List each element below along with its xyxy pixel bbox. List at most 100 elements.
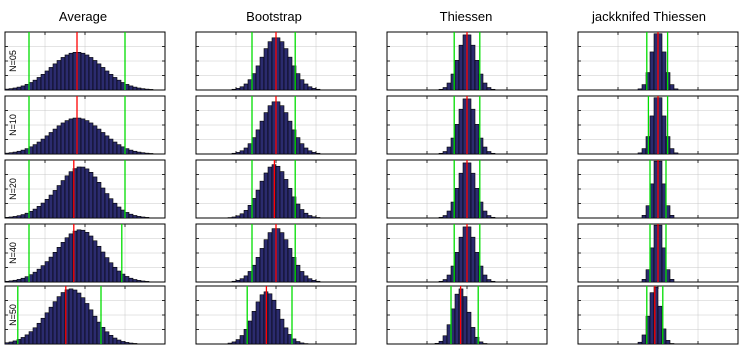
histogram-bar: [128, 149, 134, 155]
row-label: N=40: [8, 242, 18, 264]
histogram-bar: [661, 328, 667, 345]
histogram-bar: [68, 233, 74, 283]
histogram-bar: [76, 292, 82, 345]
histogram-bar: [76, 229, 82, 283]
histogram-bar: [486, 87, 492, 91]
histogram-bar: [112, 337, 118, 345]
histogram-bar: [299, 271, 305, 283]
histogram-bar: [303, 212, 309, 219]
histogram-bar: [669, 343, 675, 345]
histogram-bar: [462, 296, 468, 345]
histogram-bar: [486, 279, 492, 283]
histogram-bar: [307, 215, 313, 219]
histogram-bar: [96, 63, 102, 91]
column-title-average: Average: [59, 9, 107, 24]
histogram-bar: [446, 82, 452, 91]
histogram-bar: [80, 166, 86, 219]
histogram-bar: [144, 152, 150, 155]
histogram-bar: [116, 270, 122, 283]
panels: N=05 N=10 N=20 N=40 N=50: [4, 31, 739, 345]
panel-average-1: N=05: [4, 31, 166, 91]
histogram-bar: [295, 73, 301, 91]
histogram-bar: [140, 152, 146, 155]
histogram-bar: [12, 279, 18, 283]
histogram-bar: [44, 70, 50, 91]
histogram-bar: [124, 276, 130, 283]
histogram-bar: [8, 280, 14, 283]
histogram-bar: [60, 292, 66, 345]
histogram-bar: [263, 172, 269, 219]
panel-jackknifed-thiessen-3: [577, 159, 739, 219]
histogram-bar: [669, 84, 675, 91]
histogram-bar: [112, 266, 118, 283]
histogram-bar: [52, 301, 58, 345]
histogram-bar: [20, 85, 26, 91]
panel-thiessen-3: [386, 159, 548, 219]
histogram-bar: [128, 213, 134, 219]
histogram-bar: [287, 188, 293, 219]
panel-bootstrap-5: [195, 285, 357, 345]
histogram-bar: [48, 306, 54, 345]
histogram-bar: [96, 128, 102, 155]
histogram-bar: [243, 210, 249, 219]
histogram-bar: [136, 216, 142, 219]
histogram-bar: [144, 217, 150, 219]
histogram-bar: [259, 56, 265, 91]
histogram-bar: [12, 340, 18, 345]
histogram-bar: [56, 296, 62, 345]
histogram-bar: [60, 57, 66, 91]
histogram-bar: [279, 105, 285, 155]
histogram-bar: [60, 242, 66, 283]
histogram-bar: [299, 209, 305, 219]
histogram-bar: [88, 57, 94, 91]
histogram-bar: [104, 70, 110, 91]
histogram-bar: [104, 135, 110, 155]
histogram-bar: [649, 51, 655, 91]
row-label: N=20: [8, 178, 18, 200]
histogram-bar: [96, 245, 102, 283]
histogram-bar: [231, 280, 237, 283]
histogram-bar: [438, 340, 444, 345]
histogram-bar: [76, 166, 82, 219]
histogram-bar: [470, 236, 476, 283]
histogram-bar: [641, 334, 647, 345]
histogram-bar: [311, 88, 317, 91]
histogram-bar: [64, 54, 70, 91]
histogram-bar: [231, 152, 237, 155]
histogram-bar: [56, 247, 62, 283]
histogram-bar: [116, 144, 122, 155]
histogram-bar: [100, 67, 106, 91]
histogram-bar: [470, 172, 476, 219]
histogram-bar: [279, 41, 285, 91]
histogram-bar: [438, 280, 444, 283]
histogram-bar: [454, 188, 460, 219]
histogram-bar: [311, 152, 317, 155]
histogram-bar: [275, 309, 281, 345]
histogram-bar: [64, 175, 70, 219]
histogram-bar: [108, 262, 114, 283]
histogram-bar: [140, 216, 146, 219]
panel-thiessen-5: [386, 285, 548, 345]
histogram-bar: [128, 277, 134, 283]
histogram-bar: [454, 293, 460, 345]
panel-bootstrap-3: [195, 159, 357, 219]
histogram-bar: [84, 232, 90, 283]
histogram-bar: [64, 237, 70, 283]
histogram-bar: [303, 147, 309, 155]
panel-jackknifed-thiessen-1: [577, 31, 739, 91]
panel-bootstrap-4: [195, 223, 357, 283]
column-titles: Average Bootstrap Thiessen jackknifed Th…: [59, 9, 706, 24]
histogram-bar: [454, 252, 460, 283]
histogram-bar: [482, 274, 488, 283]
histogram-bar: [263, 48, 269, 91]
histogram-bar: [673, 152, 679, 155]
panel-thiessen-4: [386, 223, 548, 283]
histogram-bar: [104, 331, 110, 345]
histogram-bar: [40, 202, 46, 219]
histogram-bar: [52, 63, 58, 91]
histogram-bar: [80, 297, 86, 345]
histogram-bar: [315, 217, 321, 219]
panel-jackknifed-thiessen-4: [577, 223, 739, 283]
histogram-bar: [490, 152, 496, 155]
histogram-bar: [458, 108, 464, 155]
